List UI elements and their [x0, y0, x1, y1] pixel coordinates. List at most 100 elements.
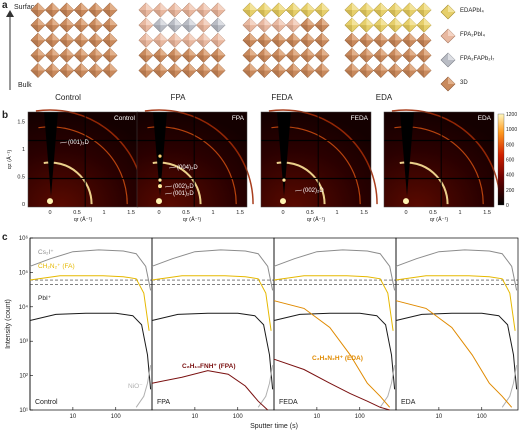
octahedron-highlight: [66, 48, 74, 56]
axis-surface-label: Surface: [14, 4, 39, 11]
octahedron-shade: [74, 55, 82, 63]
octahedron-gray-icon: [440, 52, 456, 68]
octahedron-highlight: [218, 2, 226, 10]
diffraction-spot: [158, 154, 162, 158]
octahedron-highlight: [110, 17, 118, 26]
sims-panel-1: 10 100 FPA: [151, 237, 275, 420]
octahedron-highlight: [307, 48, 315, 56]
diffraction-spot: [158, 178, 162, 182]
octahedron-shade: [182, 70, 190, 78]
octahedron-shade: [59, 25, 67, 33]
giwaxs-panel-0: Control: [27, 109, 145, 208]
octahedron-shade: [88, 70, 96, 78]
octahedron-shade: [30, 40, 38, 48]
series-cs2i: [29, 249, 152, 291]
octahedron-highlight: [174, 2, 182, 10]
colorbar-tick: 1000: [506, 127, 517, 133]
x-tick-label: 0.5: [306, 210, 314, 216]
y-tick-label: 1: [22, 147, 25, 153]
beamstop: [277, 112, 291, 197]
octahedron-highlight: [110, 33, 118, 41]
series-nio: [257, 365, 274, 408]
octahedron-highlight: [250, 2, 258, 10]
y-axis-label: Intensity (count): [5, 299, 12, 349]
series-fa: [273, 275, 394, 331]
panel-frame: [273, 237, 397, 411]
series-cs2i: [151, 249, 274, 291]
beamstop: [400, 112, 414, 197]
octahedron-shade: [314, 70, 322, 78]
octahedron-highlight: [322, 17, 330, 26]
octahedron-highlight: [95, 17, 103, 26]
sims-panel-3: 10 100 EDA: [395, 237, 519, 420]
series-label: NiO⁻: [128, 383, 143, 390]
x-tick-label: 1: [459, 210, 462, 216]
octahedron-highlight: [95, 2, 103, 10]
x-tick-label: 0.5: [429, 210, 437, 216]
octahedron-yellow-icon: [440, 4, 456, 20]
octahedron-highlight: [189, 33, 197, 41]
series-pbi: [273, 312, 396, 390]
octahedron-shade: [182, 40, 190, 48]
specular-spot: [280, 198, 286, 205]
octahedron-shade: [388, 70, 396, 78]
octahedron-shade: [373, 70, 381, 78]
x-tick-label: 1.5: [127, 210, 135, 216]
octahedron-highlight: [352, 48, 360, 56]
y-tick-label: 10⁵: [19, 269, 29, 276]
x-tick-label: 1.5: [483, 210, 491, 216]
octahedron-highlight: [278, 2, 286, 10]
octahedron-shade: [45, 40, 53, 48]
panel-title: Control: [114, 115, 136, 122]
octahedron-highlight: [307, 17, 315, 26]
octahedron-shade: [138, 25, 146, 33]
octahedron-highlight: [203, 17, 211, 26]
annotation-arrow: [294, 189, 303, 192]
series-fpa: [151, 370, 269, 411]
octahedron-highlight: [66, 2, 74, 10]
legend-item-3d: 3D: [440, 76, 468, 97]
octahedron-highlight: [38, 2, 46, 10]
octahedron-highlight: [352, 17, 360, 26]
x-tick-label: 0.5: [73, 210, 81, 216]
octahedron-shade: [271, 25, 279, 33]
x-axis-label: qr (Å⁻¹): [183, 216, 202, 223]
octahedron-highlight: [110, 63, 118, 71]
octahedron-highlight: [110, 2, 118, 10]
y-tick-label: 10¹: [19, 408, 28, 414]
octahedron-highlight: [322, 48, 330, 56]
perovskite-structures: [30, 2, 432, 79]
octahedron-highlight: [395, 48, 403, 56]
octahedron-shade: [344, 40, 352, 48]
octahedron-highlight: [366, 48, 374, 56]
octahedron-highlight: [81, 63, 89, 71]
octahedron-highlight: [380, 63, 388, 71]
series-fpa: [273, 358, 390, 411]
octahedron-shade: [138, 10, 146, 18]
series-fa: [151, 275, 272, 331]
colorbar-tick: 800: [506, 142, 515, 148]
y-axis-label: qz (Å⁻¹): [6, 150, 13, 170]
series-pbi: [29, 312, 152, 390]
octahedron-highlight: [293, 2, 301, 10]
octahedron-highlight: [218, 33, 226, 41]
series-label: PbI⁺: [38, 295, 52, 302]
panel-a-letter: a: [2, 0, 8, 11]
colorbar-tick: 400: [506, 173, 515, 179]
colorbar-tick: 0: [506, 203, 509, 209]
x-tick-label: 0.5: [182, 210, 190, 216]
colorbar-tick: 600: [506, 158, 515, 164]
octahedron-shade: [271, 10, 279, 18]
colorbar-tick: 1200: [506, 112, 517, 118]
octahedron-shade: [416, 10, 424, 18]
octahedron-shade: [271, 40, 279, 48]
diffraction-ring: [144, 109, 254, 205]
y-tick-label: 0: [22, 202, 25, 208]
octahedron-shade: [344, 25, 352, 33]
octahedron-highlight: [409, 48, 417, 56]
octahedron-highlight: [424, 2, 432, 10]
octahedron-shade: [153, 55, 161, 63]
octahedron-shade: [271, 70, 279, 78]
octahedron-highlight: [264, 33, 272, 41]
octahedron-shade: [388, 25, 396, 33]
